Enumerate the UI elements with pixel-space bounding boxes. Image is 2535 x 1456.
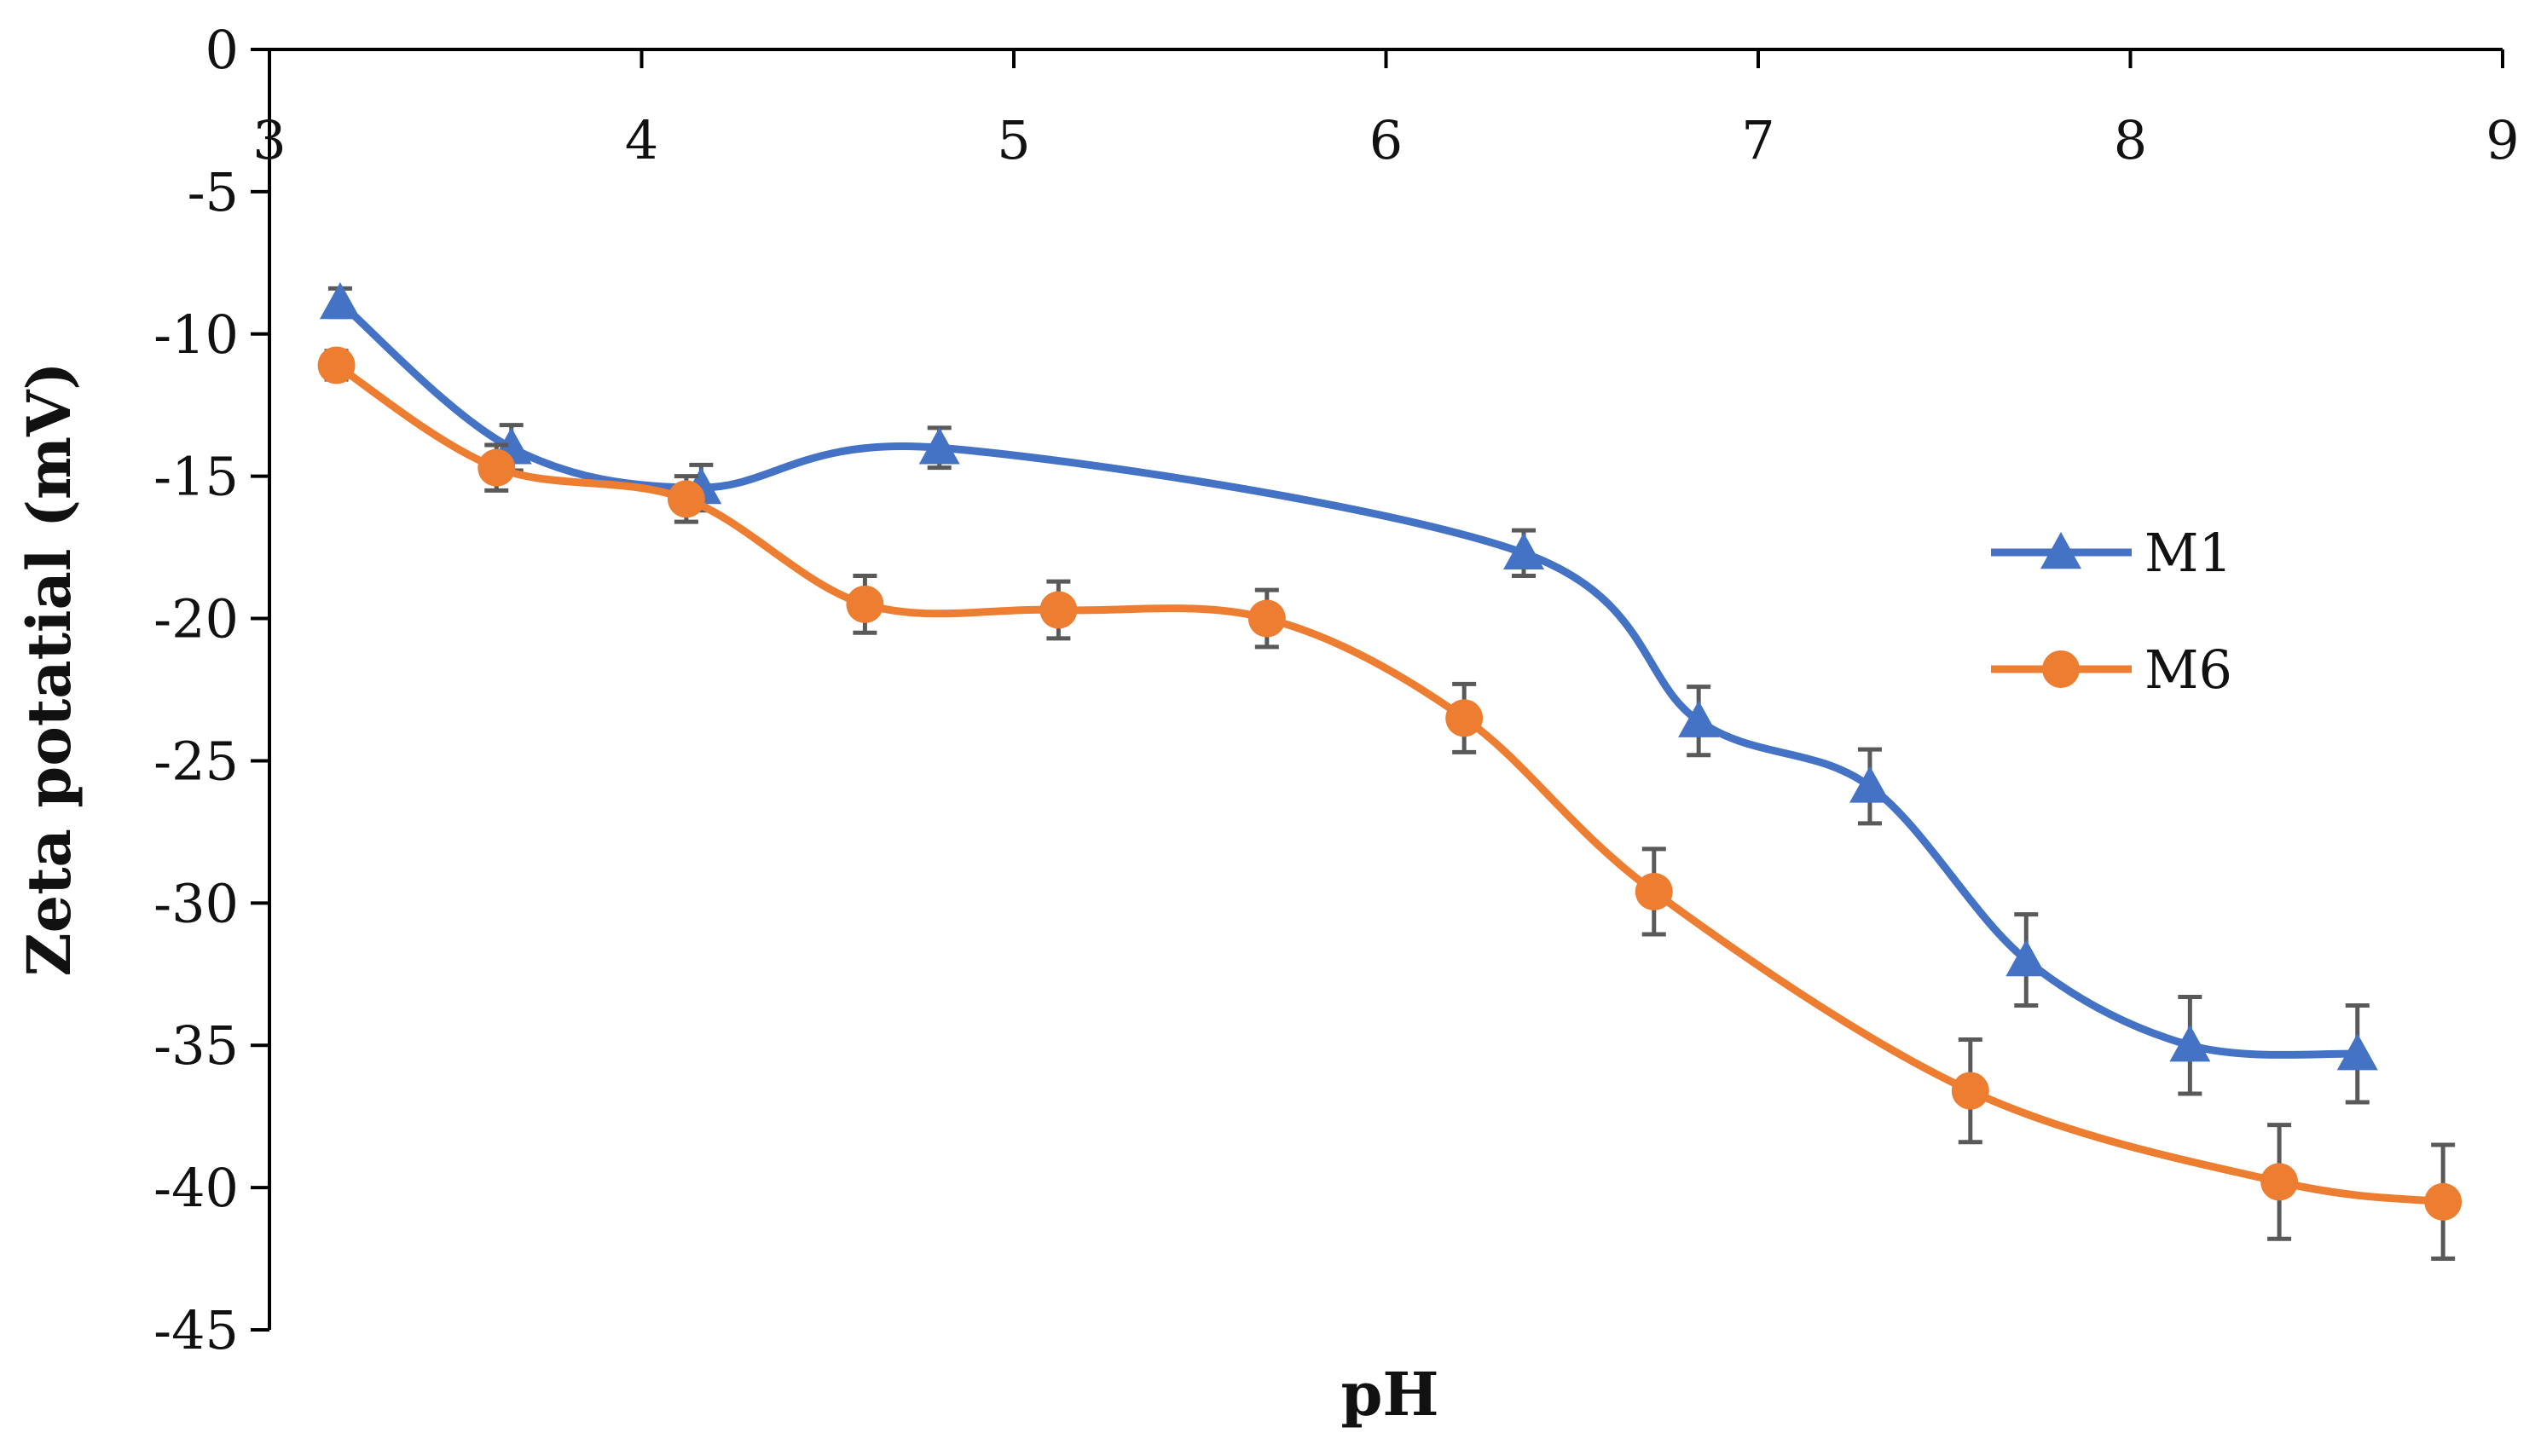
y-axis-title: Zeta potatial (mV) [14, 362, 84, 977]
legend: M1 M6 [1991, 522, 2232, 701]
data-point-m6 [1635, 872, 1673, 910]
y-tick-label: 0 [205, 19, 239, 81]
data-point-m6 [846, 585, 884, 623]
legend-item-m6: M6 [1991, 638, 2232, 701]
data-point-m1 [1849, 766, 1890, 803]
legend-item-m1: M1 [1991, 522, 2232, 584]
data-point-m1 [1678, 700, 1720, 737]
y-tick-label: -20 [153, 588, 239, 650]
data-point-m1 [2005, 939, 2047, 977]
x-tick-label: 6 [1369, 109, 1403, 171]
x-tick-label: 9 [2486, 109, 2519, 171]
x-tick-label: 3 [252, 109, 286, 171]
legend-marker [2040, 532, 2081, 569]
legend-label: M6 [2144, 638, 2232, 701]
legend-marker [2042, 650, 2080, 688]
x-axis-title: pH [1340, 1359, 1438, 1430]
y-tick-label: -25 [153, 730, 239, 792]
data-point-m1 [918, 427, 960, 465]
x-tick-label: 5 [997, 109, 1030, 171]
data-point-m6 [1951, 1072, 1989, 1110]
y-tick-label: -15 [153, 446, 239, 508]
series-line-m6 [333, 361, 2447, 1206]
y-tick-label: -10 [153, 303, 239, 366]
x-tick-label: 7 [1741, 109, 1774, 171]
data-point-m6 [1445, 699, 1484, 737]
data-point-m6 [2260, 1163, 2299, 1201]
legend-label: M1 [2144, 522, 2232, 584]
data-point-m6 [477, 448, 516, 487]
x-tick-label: 8 [2114, 109, 2147, 171]
series-m6 [317, 346, 2463, 1262]
y-tick-label: -35 [153, 1014, 239, 1077]
x-tick-label: 4 [625, 109, 658, 171]
data-point-m6 [1247, 599, 1286, 638]
data-point-m6 [667, 480, 705, 518]
data-point-m1 [2169, 1025, 2211, 1062]
y-tick-label: -45 [153, 1299, 239, 1361]
series-layer [317, 282, 2463, 1262]
data-point-m6 [317, 346, 356, 384]
series-m1 [319, 282, 2378, 1105]
data-point-m1 [319, 282, 361, 320]
data-point-m6 [1039, 591, 1078, 629]
data-point-m1 [1503, 532, 1545, 569]
y-tick-label: -30 [153, 872, 239, 934]
y-tick-label: -40 [153, 1157, 239, 1219]
data-point-m1 [2336, 1033, 2378, 1071]
data-point-m6 [2424, 1182, 2463, 1221]
axes-layer: 0 -5 -10 -15 -20 -25 -30 -35 -40 -45 3 4 5 6 7 8 9 [153, 19, 2520, 1361]
y-tick-label: -5 [188, 161, 239, 223]
